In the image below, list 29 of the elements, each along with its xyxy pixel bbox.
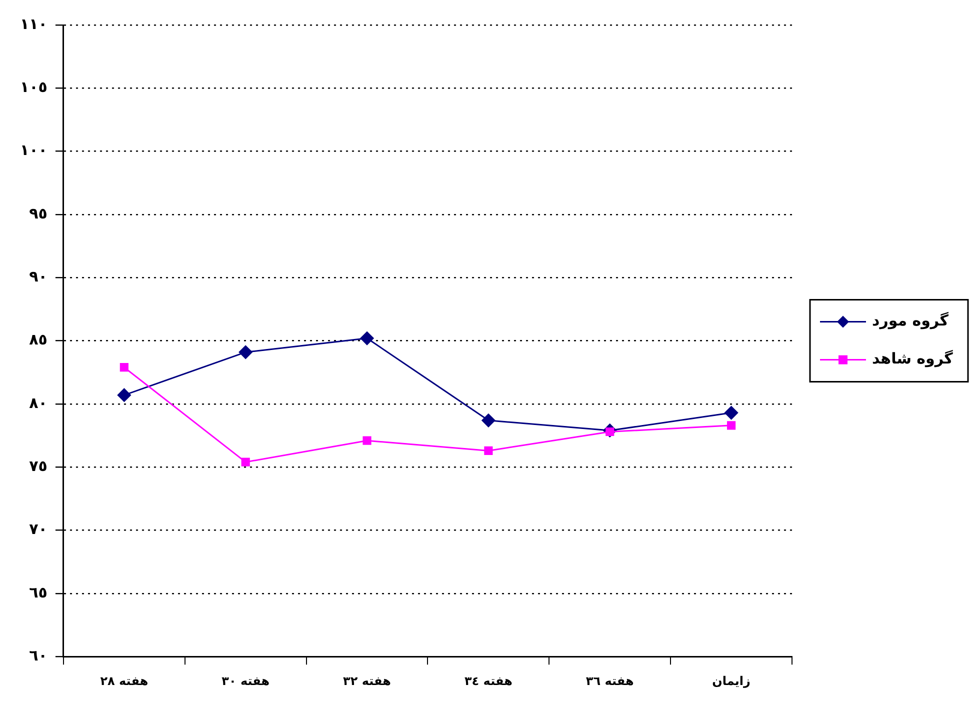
y-tick-label: ١٠٥	[20, 78, 48, 96]
x-tick-label: هفته ٣٠	[222, 674, 270, 688]
y-tick-label: ٧٥	[29, 457, 48, 476]
x-tick-label: هفته ٣٤	[464, 674, 512, 688]
y-tick-label: ٩٠	[29, 268, 48, 286]
y-tick-label: ٨٠	[29, 394, 48, 412]
x-tick-label: زایمان	[712, 674, 751, 688]
point	[120, 363, 128, 372]
point	[727, 421, 736, 430]
legend-label: گروه مورد	[872, 312, 949, 330]
legend-label: گروه شاهد	[872, 350, 954, 368]
point	[362, 436, 372, 445]
y-tick-label: ١١٠	[20, 14, 48, 33]
point	[482, 414, 496, 428]
point	[117, 388, 131, 402]
y-tick-label: ٩٥	[29, 204, 48, 222]
x-tick-label: هفته ٣٢	[343, 674, 392, 688]
x-tick-label: هفته ٢٨	[100, 674, 148, 688]
point	[724, 406, 738, 420]
point	[484, 446, 493, 455]
y-tick-label: ٨٥	[29, 330, 48, 349]
point	[360, 332, 374, 346]
y-tick-label: ٧٠	[29, 520, 48, 538]
point	[241, 458, 250, 466]
y-tick-label: ١٠٠	[20, 141, 48, 160]
x-tick-label: هفته ٣٦	[586, 674, 634, 688]
y-tick-label: ٦٥	[29, 583, 48, 602]
y-tick-label: ٦٠	[29, 646, 48, 664]
point	[238, 345, 252, 359]
